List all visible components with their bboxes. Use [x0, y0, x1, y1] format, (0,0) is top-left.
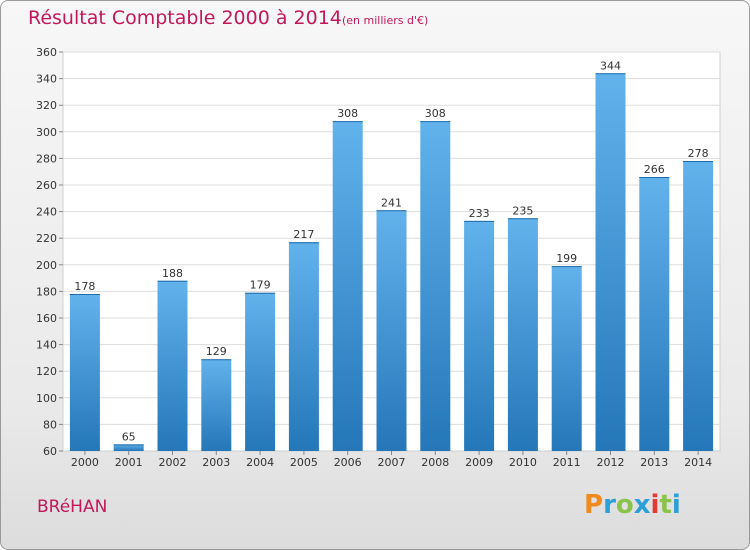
bar-2007[interactable]: [376, 210, 407, 451]
commune-name: BRéHAN: [37, 497, 108, 517]
bar-2004[interactable]: [245, 292, 276, 451]
y-tick-label: 220: [36, 232, 57, 245]
logo-letter: x: [633, 490, 651, 520]
data-label-2004: 179: [250, 279, 271, 292]
x-tick-label: 2000: [71, 456, 99, 469]
bar-2009[interactable]: [464, 220, 495, 451]
x-tick-label: 2011: [553, 456, 581, 469]
bar-2012[interactable]: [595, 73, 626, 451]
proxiti-logo[interactable]: Proxiti: [584, 490, 681, 520]
data-label-2001: 65: [122, 430, 136, 443]
logo-letter: t: [659, 490, 672, 520]
chart-subtitle: (en milliers d'€): [342, 14, 429, 27]
data-label-2005: 217: [293, 228, 314, 241]
y-axis: 60 80 100 120 140 160 180 200 220 240 260 280 300 320…: [36, 46, 63, 458]
bar-2000[interactable]: [69, 294, 100, 451]
x-tick-label: 2012: [597, 456, 625, 469]
bar-2003[interactable]: [201, 359, 232, 451]
y-tick-label: 120: [36, 365, 57, 378]
y-tick-label: 100: [36, 392, 57, 405]
y-tick-label: 60: [43, 445, 57, 458]
x-tick-label: 2007: [378, 456, 406, 469]
data-label-2013: 266: [644, 163, 665, 176]
y-tick-label: 140: [36, 339, 57, 352]
data-label-2012: 344: [600, 59, 621, 72]
logo-letter: i: [671, 490, 681, 520]
bar-2001[interactable]: [113, 444, 144, 451]
data-label-2003: 129: [206, 345, 227, 358]
logo-letter: o: [615, 490, 634, 520]
y-tick-label: 240: [36, 206, 57, 219]
x-tick-label: 2005: [290, 456, 318, 469]
data-label-2009: 233: [469, 207, 490, 220]
bar-2014[interactable]: [683, 161, 714, 451]
bar-2010[interactable]: [507, 218, 538, 451]
bar-2008[interactable]: [420, 121, 451, 451]
x-tick-label: 2008: [421, 456, 449, 469]
bars: [69, 73, 714, 451]
x-tick-label: 2001: [115, 456, 143, 469]
y-tick-label: 360: [36, 46, 57, 59]
bar-2011[interactable]: [551, 266, 582, 451]
x-tick-label: 2006: [334, 456, 362, 469]
data-label-2006: 308: [337, 107, 358, 120]
x-tick-label: 2010: [509, 456, 537, 469]
data-label-2011: 199: [556, 252, 577, 265]
y-tick-label: 160: [36, 312, 57, 325]
x-tick-label: 2013: [640, 456, 668, 469]
y-tick-label: 320: [36, 99, 57, 112]
x-tick-label: 2014: [684, 456, 712, 469]
logo-letter: r: [603, 490, 616, 520]
x-tick-label: 2009: [465, 456, 493, 469]
logo-letter: i: [650, 490, 660, 520]
data-label-2010: 235: [512, 204, 533, 217]
bar-2002[interactable]: [157, 280, 188, 451]
y-tick-label: 80: [43, 418, 57, 431]
chart-title: Résultat Comptable 2000 à 2014: [28, 7, 342, 29]
y-tick-label: 200: [36, 259, 57, 272]
x-axis: 2000 2001 2002 2003 2004 2005 2006 2007 2008 2009…: [71, 451, 712, 469]
data-label-2002: 188: [162, 267, 183, 280]
y-tick-label: 300: [36, 126, 57, 139]
data-label-2007: 241: [381, 196, 402, 209]
data-labels: 178 65 188 129 179 217 308 241 308 233 235 199 344 26…: [74, 59, 708, 443]
y-tick-label: 180: [36, 285, 57, 298]
data-label-2008: 308: [425, 107, 446, 120]
x-tick-label: 2002: [159, 456, 187, 469]
bar-2013[interactable]: [639, 177, 670, 451]
x-tick-label: 2003: [202, 456, 230, 469]
logo-letter: P: [584, 490, 604, 520]
data-label-2000: 178: [74, 280, 95, 293]
x-tick-label: 2004: [246, 456, 274, 469]
y-tick-label: 280: [36, 152, 57, 165]
y-tick-label: 340: [36, 73, 57, 86]
y-tick-label: 260: [36, 179, 57, 192]
data-label-2014: 278: [688, 147, 709, 160]
bar-2006[interactable]: [332, 121, 363, 451]
bar-2005[interactable]: [288, 242, 319, 451]
